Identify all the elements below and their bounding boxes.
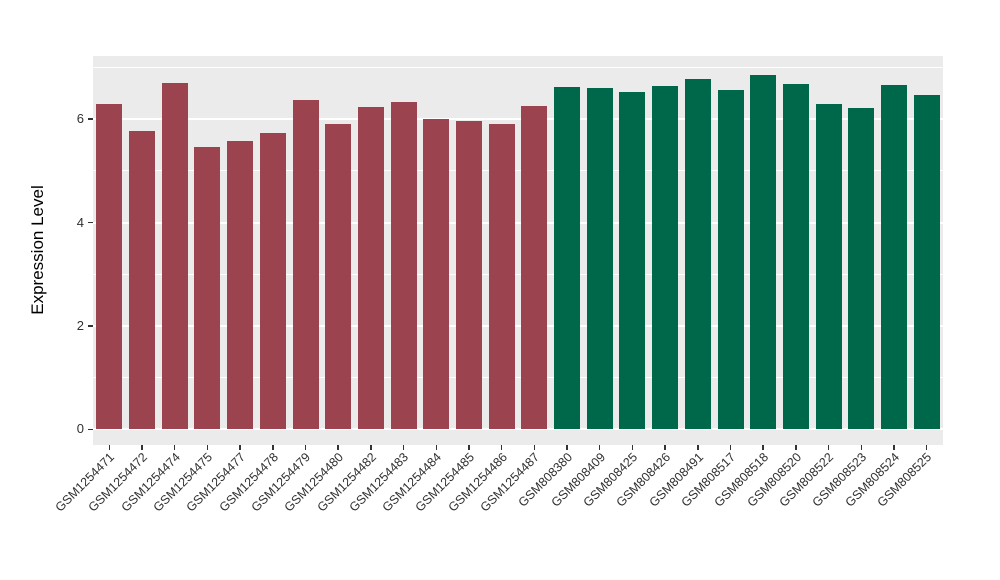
bar-GSM1254486 bbox=[488, 123, 515, 430]
x-axis-tick bbox=[141, 445, 143, 450]
bar-GSM1254475 bbox=[194, 147, 221, 430]
x-axis-tick bbox=[272, 445, 274, 450]
bar-GSM808426 bbox=[652, 86, 679, 430]
y-axis-title: Expression Level bbox=[28, 185, 47, 315]
bar-GSM808409 bbox=[586, 87, 613, 430]
bar-GSM808524 bbox=[880, 85, 907, 430]
bar-GSM1254477 bbox=[227, 141, 254, 430]
bar-GSM1254480 bbox=[325, 123, 352, 430]
x-axis-tick bbox=[664, 445, 666, 450]
major-gridline bbox=[93, 118, 943, 121]
bar-GSM1254478 bbox=[259, 133, 286, 430]
bar-GSM808517 bbox=[717, 90, 744, 430]
x-axis-tick bbox=[860, 445, 863, 450]
x-axis-tick bbox=[206, 445, 209, 450]
x-axis-tick bbox=[795, 445, 797, 450]
minor-gridline bbox=[93, 273, 943, 275]
x-axis-tick bbox=[468, 445, 470, 450]
x-axis-tick bbox=[337, 445, 339, 450]
plot-panel bbox=[93, 56, 943, 445]
y-tick-label: 2 bbox=[76, 317, 84, 333]
minor-gridline bbox=[93, 377, 943, 379]
x-axis-tick bbox=[108, 445, 111, 450]
bar-GSM808520 bbox=[782, 84, 809, 430]
x-axis-tick bbox=[239, 445, 241, 450]
major-gridline bbox=[93, 428, 943, 431]
x-axis-tick bbox=[533, 445, 536, 450]
bar-GSM808522 bbox=[815, 103, 842, 430]
x-axis-tick bbox=[173, 445, 176, 450]
y-tick-label: 4 bbox=[76, 214, 84, 230]
y-tick-label: 0 bbox=[76, 421, 84, 437]
y-axis-tick bbox=[88, 428, 93, 431]
bar-GSM808525 bbox=[913, 95, 940, 430]
bar-GSM808523 bbox=[848, 107, 875, 430]
minor-gridline bbox=[93, 66, 943, 68]
bar-GSM1254479 bbox=[292, 99, 319, 430]
bar-GSM1254487 bbox=[521, 105, 548, 430]
major-gridline bbox=[93, 221, 943, 224]
x-axis-tick bbox=[435, 445, 438, 450]
bar-GSM808518 bbox=[750, 74, 777, 430]
bar-GSM1254472 bbox=[129, 130, 156, 430]
bar-GSM808491 bbox=[684, 78, 711, 430]
x-axis-tick bbox=[762, 445, 764, 450]
x-axis-tick bbox=[402, 445, 405, 450]
bar-GSM808425 bbox=[619, 91, 646, 430]
bar-GSM1254474 bbox=[161, 82, 188, 430]
y-axis-tick bbox=[88, 221, 93, 224]
bar-GSM1254484 bbox=[423, 119, 450, 430]
y-axis-tick bbox=[88, 325, 93, 327]
x-axis-tick bbox=[500, 445, 503, 450]
bar-GSM1254471 bbox=[96, 103, 123, 430]
x-axis-tick bbox=[598, 445, 601, 450]
y-tick-label: 6 bbox=[76, 111, 84, 127]
major-gridline bbox=[93, 324, 943, 327]
bar-GSM1254485 bbox=[455, 121, 482, 430]
x-axis-tick bbox=[893, 445, 895, 450]
x-axis-tick bbox=[729, 445, 732, 450]
bar-GSM1254482 bbox=[357, 107, 384, 430]
x-axis-tick bbox=[566, 445, 568, 450]
minor-gridline bbox=[93, 170, 943, 172]
x-axis-tick bbox=[925, 445, 928, 450]
bar-GSM1254483 bbox=[390, 102, 417, 430]
x-axis-tick bbox=[827, 445, 830, 450]
x-axis-tick bbox=[304, 445, 307, 450]
x-axis-tick bbox=[631, 445, 634, 450]
x-axis-tick bbox=[697, 445, 699, 450]
y-axis-tick bbox=[88, 118, 93, 120]
x-axis-tick bbox=[370, 445, 372, 450]
bar-GSM808380 bbox=[554, 86, 581, 430]
